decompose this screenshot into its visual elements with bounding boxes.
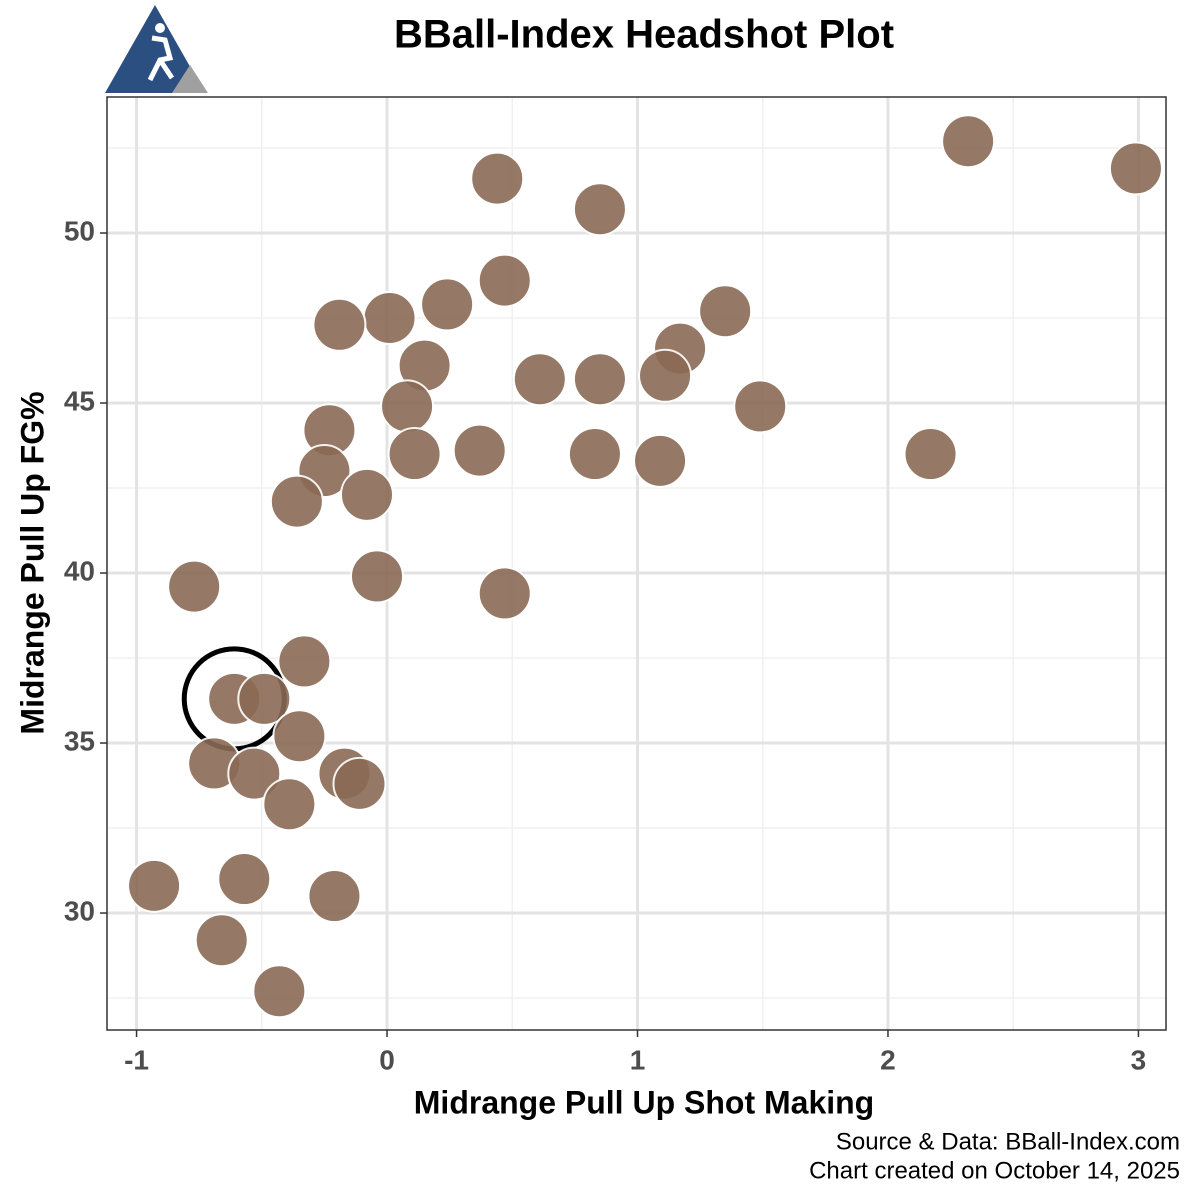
headshot-point — [638, 348, 693, 403]
x-tick-label: 2 — [880, 1044, 896, 1075]
plot-border — [106, 96, 1167, 1031]
source-caption: Source & Data: BBall-Index.com — [836, 1128, 1180, 1155]
headshot-point — [127, 858, 182, 913]
headshot-point — [1108, 141, 1163, 196]
x-tick-label: 3 — [1131, 1044, 1147, 1075]
y-tick-label: 50 — [64, 215, 95, 246]
headshot-point — [380, 379, 435, 434]
headshot-point — [269, 474, 324, 529]
headshot-point — [567, 427, 622, 482]
headshot-point — [217, 852, 272, 907]
x-tick-label: 0 — [379, 1044, 395, 1075]
date-caption: Chart created on October 14, 2025 — [809, 1157, 1180, 1184]
headshot-point — [277, 634, 332, 689]
headshot-point — [572, 182, 627, 237]
y-tick-label: 40 — [64, 555, 95, 586]
headshot-point — [312, 297, 367, 352]
headshot-point — [272, 709, 327, 764]
headshot-point — [698, 284, 753, 339]
headshot-point — [633, 433, 688, 488]
logo — [105, 5, 208, 93]
x-axis-title: Midrange Pull Up Shot Making — [414, 1084, 874, 1120]
headshot-point — [387, 427, 442, 482]
headshot-point — [452, 423, 507, 478]
headshot-point — [307, 869, 362, 924]
headshot-point — [572, 352, 627, 407]
headshot-point — [252, 964, 307, 1019]
y-tick-label: 35 — [64, 725, 95, 756]
headshot-point — [477, 566, 532, 621]
headshot-point — [470, 151, 525, 206]
headshot-point — [350, 549, 405, 604]
headshot-point — [733, 379, 788, 434]
y-tick-label: 45 — [64, 385, 95, 416]
headshot-point — [477, 253, 532, 308]
headshot-point — [227, 746, 282, 801]
x-tick-label: -1 — [124, 1044, 149, 1075]
headshot-point — [237, 671, 292, 726]
headshot-point — [420, 277, 475, 332]
headshot-point — [941, 114, 996, 169]
y-axis-title: Midrange Pull Up FG% — [14, 391, 50, 734]
chart-title: BBall-Index Headshot Plot — [394, 13, 894, 57]
headshot-point — [512, 352, 567, 407]
x-tick-label: 1 — [630, 1044, 646, 1075]
headshot-point — [339, 467, 394, 522]
y-tick-label: 30 — [64, 895, 95, 926]
headshot-point — [167, 559, 222, 614]
headshot-point — [194, 913, 249, 968]
headshot-point — [332, 756, 387, 811]
headshot-point — [362, 291, 417, 346]
headshot-point — [903, 427, 958, 482]
headshot-point — [262, 777, 317, 832]
